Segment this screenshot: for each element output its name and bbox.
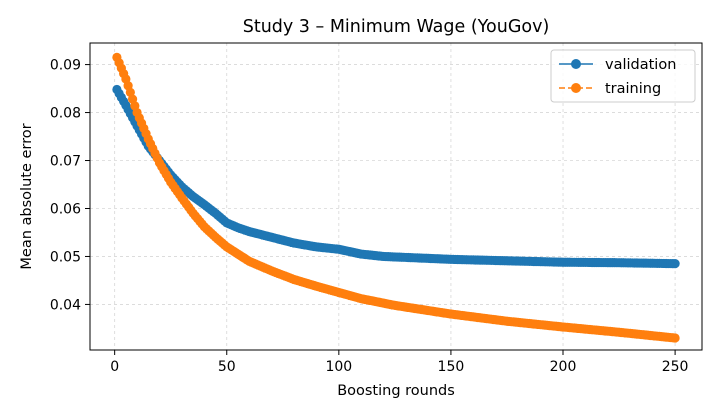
- chart-title: Study 3 – Minimum Wage (YouGov): [243, 17, 550, 37]
- x-tick-label: 200: [550, 359, 577, 375]
- legend-entry-training: training: [559, 81, 661, 97]
- y-axis: 0.04 0.05 0.06 0.07 0.08 0.09: [50, 58, 90, 313]
- legend-marker-validation: [571, 59, 581, 69]
- series-point-training: [670, 333, 680, 343]
- x-tick-label: 0: [110, 359, 119, 375]
- legend-label-training: training: [605, 81, 661, 97]
- series-training: [112, 52, 680, 343]
- x-tick-label: 250: [662, 359, 689, 375]
- legend: validation training: [550, 49, 696, 103]
- y-tick-label: 0.08: [50, 106, 81, 122]
- x-tick-label: 150: [438, 359, 465, 375]
- x-tick-label: 100: [325, 359, 352, 375]
- x-axis-label: Boosting rounds: [337, 383, 455, 399]
- legend-marker-training: [571, 83, 581, 93]
- legend-entry-validation: validation: [559, 57, 676, 73]
- y-axis-label: Mean absolute error: [19, 123, 35, 269]
- y-tick-label: 0.07: [50, 154, 81, 170]
- x-tick-label: 50: [218, 359, 236, 375]
- plot-frame: [89, 42, 703, 351]
- y-tick-label: 0.04: [50, 297, 81, 313]
- y-tick-label: 0.06: [50, 201, 81, 217]
- legend-label-validation: validation: [605, 57, 676, 73]
- y-tick-label: 0.05: [50, 249, 81, 265]
- series-point-validation: [670, 259, 680, 269]
- y-tick-label: 0.09: [50, 58, 81, 74]
- series-validation: [112, 84, 680, 269]
- legend-box: [550, 49, 696, 103]
- series-layer: [112, 52, 680, 343]
- x-axis: 0 50 100 150 200 250: [110, 350, 688, 375]
